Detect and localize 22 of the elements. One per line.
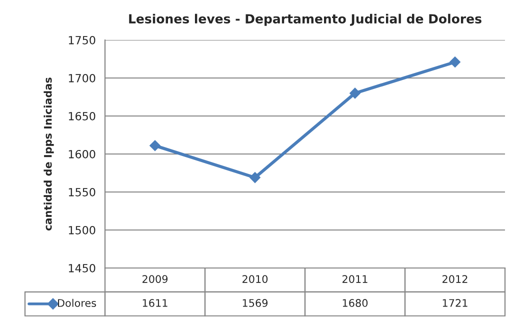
point <box>150 140 160 152</box>
y-tick-label: 1700 <box>68 74 96 82</box>
point <box>350 88 360 99</box>
data-label: 1569 <box>242 299 268 307</box>
point <box>250 172 260 183</box>
chart-title: Lesiones leves - Departamento Judicial de Dolores <box>129 14 482 26</box>
y-axis-title: cantidad de Ipps Iniciadas <box>44 78 54 230</box>
y-tick-label: 1600 <box>68 150 96 158</box>
data-label: 1611 <box>142 299 168 307</box>
x-tick-label: 2010 <box>242 275 268 283</box>
x-tick-label: 2012 <box>442 275 468 283</box>
y-tick-label: 1650 <box>68 112 96 120</box>
data-label: 1680 <box>342 299 368 307</box>
y-tick-label: 1500 <box>68 226 96 234</box>
y-tick-label: 1450 <box>68 264 96 272</box>
x-tick-label: 2009 <box>142 275 168 283</box>
legend-label: Dolores <box>58 298 96 307</box>
data-label: 1721 <box>442 299 468 307</box>
x-tick-label: 2011 <box>342 275 368 283</box>
y-tick-label: 1550 <box>68 188 96 196</box>
point <box>450 56 460 68</box>
y-tick-label: 1750 <box>68 36 96 44</box>
